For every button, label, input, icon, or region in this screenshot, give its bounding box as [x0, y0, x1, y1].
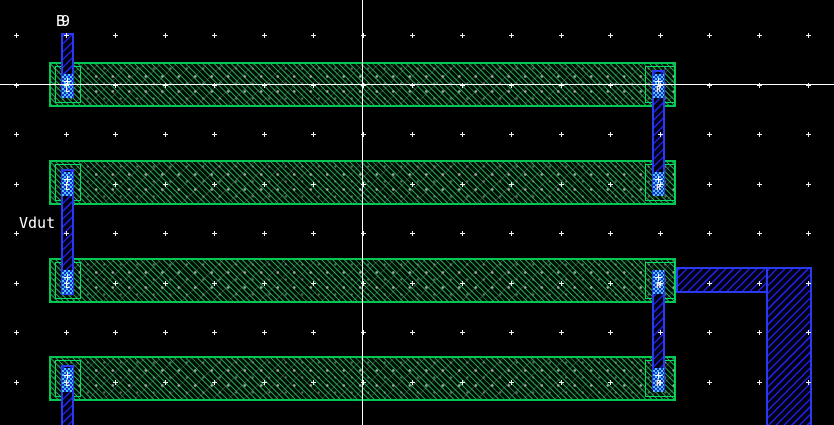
- contact-origin-marker: [64, 274, 71, 281]
- contact-cut-4-right[interactable]: R: [653, 368, 664, 392]
- metal-connector-bar1-bar2-right[interactable]: [652, 70, 665, 195]
- contact-cut-2-left[interactable]: L: [62, 172, 73, 196]
- metal-connector-bar2-bar3-left[interactable]: [61, 169, 74, 295]
- contact-terminal-label-left: L: [65, 281, 70, 290]
- contact-cut-1-left[interactable]: L: [62, 74, 73, 98]
- contact-terminal-label-right: R: [656, 281, 661, 290]
- metal-bus-vertical-arm[interactable]: [766, 267, 812, 425]
- contact-cut-4-left[interactable]: L: [62, 368, 73, 392]
- contact-terminal-label-right: R: [656, 379, 661, 388]
- contact-cut-1-right[interactable]: R: [653, 74, 664, 98]
- vertical-axis-line: [362, 0, 363, 425]
- contact-origin-marker: [655, 274, 662, 281]
- metal-connector-bar3-bar4-right[interactable]: [652, 270, 665, 390]
- contact-origin-marker: [655, 176, 662, 183]
- contact-terminal-label-left: L: [65, 85, 70, 94]
- port-label-vdut[interactable]: Vdut: [19, 214, 56, 232]
- contact-cut-3-left[interactable]: L: [62, 270, 73, 294]
- contact-origin-marker: [64, 176, 71, 183]
- contact-terminal-label-right: R: [656, 183, 661, 192]
- contact-terminal-label-right: R: [656, 85, 661, 94]
- contact-origin-marker: [64, 78, 71, 85]
- contact-cut-3-right[interactable]: R: [653, 270, 664, 294]
- port-label-b9[interactable]: B9: [56, 12, 70, 30]
- contact-terminal-label-left: L: [65, 379, 70, 388]
- contact-cut-2-right[interactable]: R: [653, 172, 664, 196]
- contact-origin-marker: [655, 78, 662, 85]
- contact-origin-marker: [655, 372, 662, 379]
- contact-origin-marker: [64, 372, 71, 379]
- horizontal-axis-line: [0, 84, 834, 85]
- contact-terminal-label-left: L: [65, 183, 70, 192]
